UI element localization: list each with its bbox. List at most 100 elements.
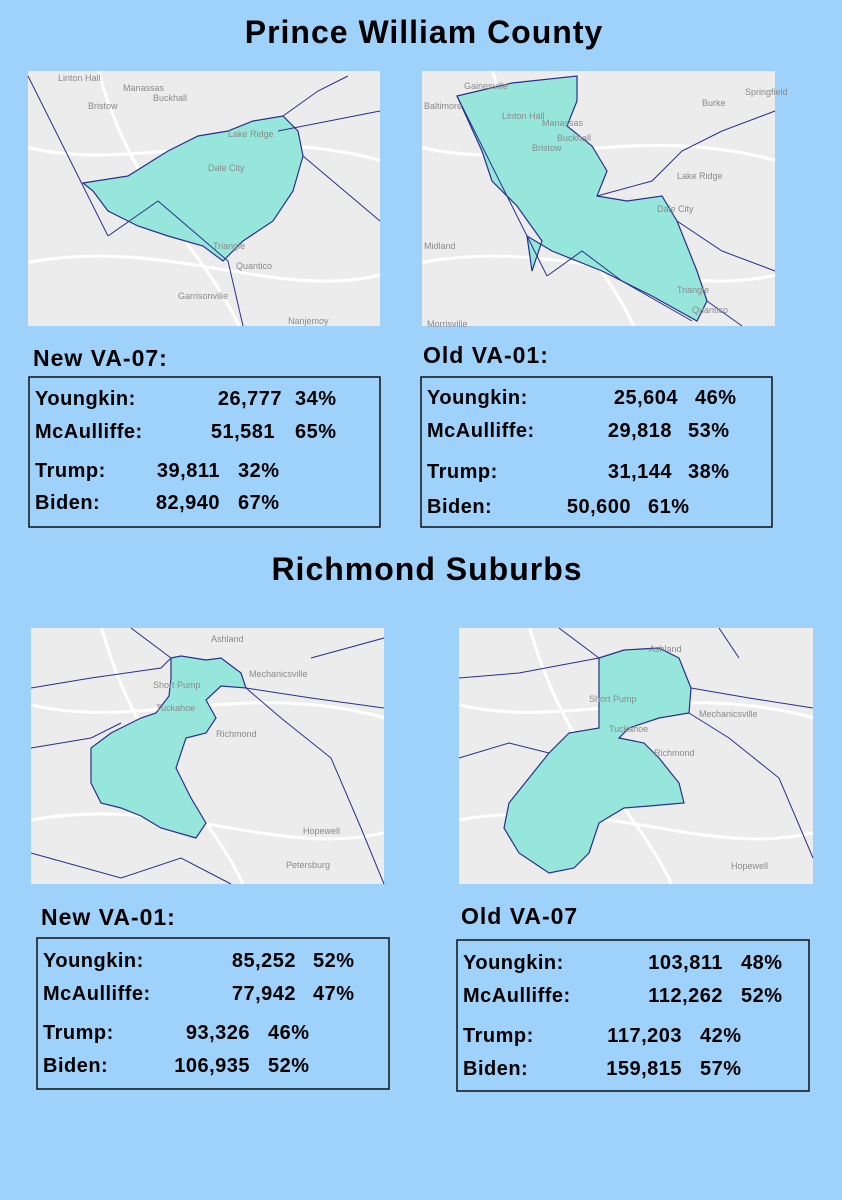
vote-share: 61% — [648, 496, 690, 518]
candidate-name: McAulliffe: — [463, 985, 571, 1007]
candidate-name: Trump: — [427, 461, 498, 483]
vote-share: 42% — [700, 1025, 742, 1047]
vote-share: 47% — [313, 983, 355, 1005]
vote-share: 34% — [295, 388, 337, 410]
district-border — [456, 95, 548, 277]
map-label: Buckhall — [557, 133, 591, 143]
map-label: Manassas — [542, 118, 584, 128]
candidate-name: Youngkin: — [43, 950, 144, 972]
vote-count: 103,811 — [648, 952, 723, 974]
district-border — [245, 687, 385, 885]
candidate-name: Biden: — [35, 492, 100, 514]
vote-share: 32% — [238, 460, 280, 482]
map-label: Quantico — [692, 305, 728, 315]
map-label: Morrisville — [427, 319, 468, 329]
map-label: Linton Hall — [58, 73, 101, 83]
vote-count: 112,262 — [648, 985, 723, 1007]
results-box — [28, 376, 381, 528]
district-border — [558, 627, 600, 659]
vote-share: 52% — [741, 985, 783, 1007]
district-border — [282, 75, 349, 117]
map-label: Dale City — [657, 204, 694, 214]
vote-count: 93,326 — [186, 1022, 250, 1044]
map-label: Tuckahoe — [609, 724, 648, 734]
map-label: Springfield — [745, 87, 788, 97]
map-label: Nanjemoy — [288, 316, 329, 326]
map: Ashland Short Pump Mechanicsville Tuckahoe R… — [458, 627, 814, 885]
vote-count: 77,942 — [232, 983, 296, 1005]
candidate-name: McAulliffe: — [43, 983, 151, 1005]
vote-count: 26,777 — [218, 388, 282, 410]
candidate-name: Youngkin: — [35, 388, 136, 410]
candidate-name: Biden: — [43, 1055, 108, 1077]
district-border — [310, 637, 385, 659]
section-title: Richmond Suburbs — [271, 551, 582, 587]
district-border — [30, 657, 172, 689]
map-label: Short Pump — [153, 680, 201, 690]
district-border — [27, 75, 109, 237]
map-label: Mechanicsville — [699, 709, 758, 719]
map-label: Mechanicsville — [249, 669, 308, 679]
results-box — [420, 376, 773, 528]
map-label: Richmond — [216, 729, 257, 739]
map-label: Burke — [702, 98, 726, 108]
district-area — [90, 655, 247, 839]
vote-count: 31,144 — [608, 461, 673, 483]
candidate-name: McAulliffe: — [427, 420, 535, 442]
district-border — [107, 200, 244, 327]
map-label: Lake Ridge — [677, 171, 723, 181]
candidate-name: Trump: — [35, 460, 106, 482]
vote-count: 82,940 — [156, 492, 220, 514]
district-area — [81, 115, 304, 262]
map-label: Baltimore — [424, 101, 462, 111]
district-border — [30, 852, 232, 885]
vote-count: 85,252 — [232, 950, 296, 972]
map-label: Midland — [424, 241, 456, 251]
vote-share: 67% — [238, 492, 280, 514]
district-border — [458, 742, 550, 759]
vote-count: 50,600 — [567, 496, 631, 518]
vote-share: 57% — [700, 1058, 742, 1080]
map-label: Hopewell — [303, 826, 340, 836]
map: Ashland Short Pump Mechanicsville Tuckahoe R… — [30, 627, 385, 885]
vote-count: 25,604 — [614, 387, 679, 409]
vote-share: 52% — [268, 1055, 310, 1077]
vote-count: 159,815 — [606, 1058, 682, 1080]
map-label: Hopewell — [731, 861, 768, 871]
vote-share: 48% — [741, 952, 783, 974]
district-border — [245, 687, 385, 709]
district-border — [546, 250, 693, 322]
map: Linton Hall Manassas Bristow Buckhall Lake R… — [27, 70, 381, 327]
district-border — [130, 627, 172, 659]
district-border — [706, 300, 743, 327]
district-border — [302, 155, 381, 222]
district-area — [456, 75, 708, 322]
district-border — [718, 627, 740, 659]
vote-share: 52% — [313, 950, 355, 972]
map-label: Bristow — [88, 101, 118, 111]
vote-share: 46% — [695, 387, 737, 409]
panel-heading: New VA-07: — [33, 345, 168, 371]
map-label: Richmond — [654, 748, 695, 758]
map-label: Gainesville — [464, 81, 508, 91]
district-border — [676, 220, 776, 272]
panel-heading: New VA-01: — [41, 904, 176, 930]
map-label: Linton Hall — [502, 111, 545, 121]
vote-share: 38% — [688, 461, 730, 483]
candidate-name: Trump: — [463, 1025, 534, 1047]
map-label: Short Pump — [589, 694, 637, 704]
district-border — [458, 657, 600, 679]
vote-count: 29,818 — [608, 420, 672, 442]
district-border — [688, 712, 814, 859]
vote-share: 46% — [268, 1022, 310, 1044]
district-border — [30, 722, 122, 749]
results-box — [456, 939, 810, 1092]
district-border — [277, 110, 381, 132]
map-label: Triangle — [213, 241, 245, 251]
vote-share: 65% — [295, 421, 337, 443]
map-label: Petersburg — [286, 860, 330, 870]
section-title: Prince William County — [245, 14, 604, 50]
map-label: Manassas — [123, 83, 165, 93]
